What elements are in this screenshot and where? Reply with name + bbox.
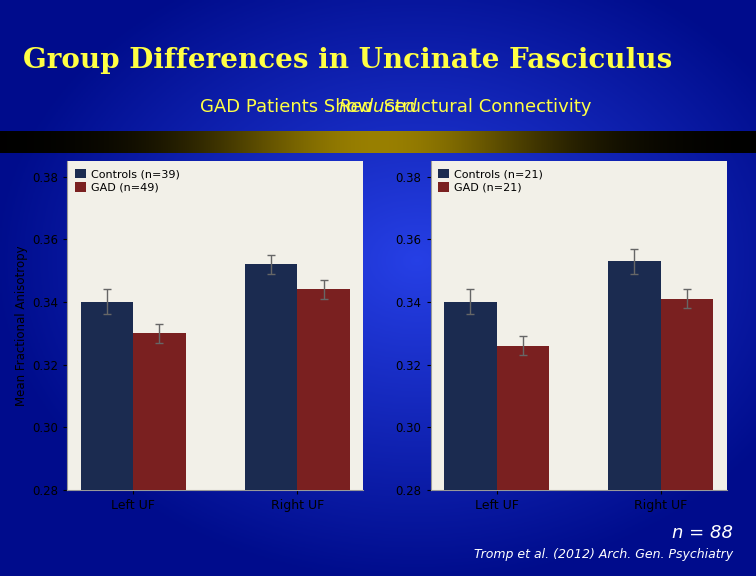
- Text: Tromp et al. (2012) Arch. Gen. Psychiatry: Tromp et al. (2012) Arch. Gen. Psychiatr…: [474, 548, 733, 560]
- Bar: [81, 302, 133, 576]
- Legend: Controls (n=39), GAD (n=49): Controls (n=39), GAD (n=49): [73, 167, 181, 195]
- Bar: [133, 334, 186, 576]
- Bar: [297, 290, 350, 576]
- Y-axis label: Mean Fractional Anisotropy: Mean Fractional Anisotropy: [15, 245, 28, 406]
- Bar: [497, 346, 549, 576]
- Bar: [444, 302, 497, 576]
- Text: Reduced: Reduced: [339, 97, 417, 116]
- Bar: [245, 264, 297, 576]
- Text: Structural Connectivity: Structural Connectivity: [378, 97, 591, 116]
- Bar: [661, 299, 713, 576]
- Text: Group Differences in Uncinate Fasciculus: Group Differences in Uncinate Fasciculus: [23, 47, 672, 74]
- Text: n = 88: n = 88: [672, 524, 733, 542]
- Bar: [608, 262, 661, 576]
- Legend: Controls (n=21), GAD (n=21): Controls (n=21), GAD (n=21): [436, 167, 545, 195]
- Text: GAD Patients Show: GAD Patients Show: [200, 97, 378, 116]
